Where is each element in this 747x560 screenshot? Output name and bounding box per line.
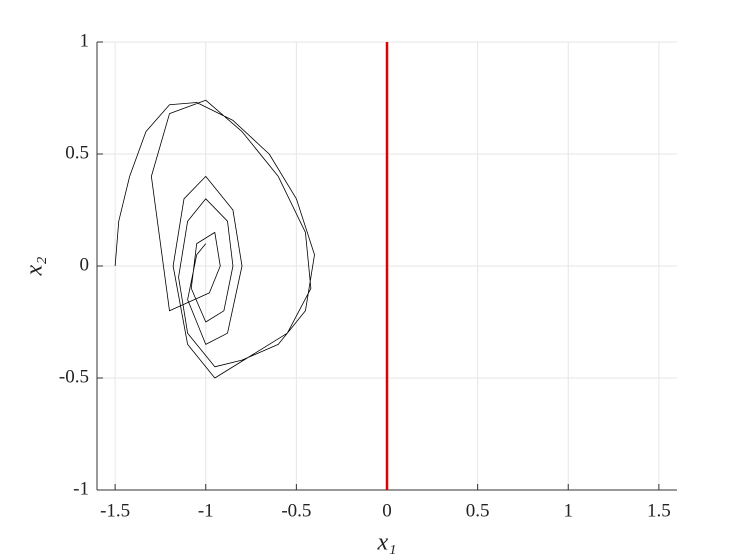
x-tick-label: 1 <box>564 500 574 521</box>
series-line <box>114 99 315 379</box>
x-tick-label: -1.5 <box>100 500 130 521</box>
y-tick-label: 0 <box>80 254 90 275</box>
y-tick-label: 1 <box>80 30 90 51</box>
x-tick-label: 0 <box>382 500 392 521</box>
x-tick-label: -0.5 <box>281 500 311 521</box>
y-axis-label: x₂ <box>22 257 48 277</box>
y-tick-label: 0.5 <box>65 142 89 163</box>
y-tick-label: -1 <box>73 478 89 499</box>
x-tick-label: 0.5 <box>466 500 490 521</box>
y-tick-label: -0.5 <box>59 366 89 387</box>
x-axis-label: x₁ <box>377 530 397 556</box>
x-tick-label: -1 <box>198 500 214 521</box>
x-tick-label: 1.5 <box>647 500 671 521</box>
